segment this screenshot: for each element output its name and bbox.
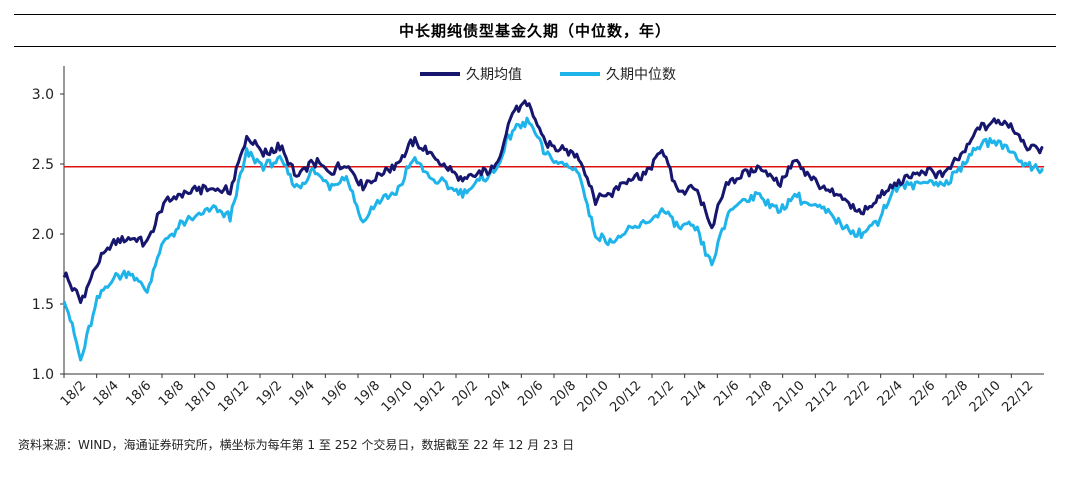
page-title: 中长期纯债型基金久期（中位数，年） <box>398 22 671 40</box>
x-tick-label: 19/6 <box>319 378 350 409</box>
x-tick-label: 21/12 <box>803 378 840 415</box>
y-tick-label: 2.5 <box>32 157 54 173</box>
legend-label: 久期均值 <box>466 67 522 83</box>
x-tick-label: 18/12 <box>215 378 252 415</box>
x-tick-label: 18/4 <box>91 378 122 409</box>
x-tick-label: 21/4 <box>679 378 710 409</box>
x-tick-label: 22/12 <box>999 378 1036 415</box>
x-tick-label: 19/2 <box>254 378 285 409</box>
y-tick-label: 2.0 <box>32 227 54 243</box>
y-tick-label: 3.0 <box>32 87 54 103</box>
x-tick-label: 22/2 <box>842 378 873 409</box>
x-tick-label: 21/6 <box>711 378 742 409</box>
chart-series <box>62 99 1044 362</box>
y-tick-label: 1.0 <box>32 367 54 383</box>
source-note: 资料来源：WIND，海通证券研究所，横坐标为每年第 1 至 252 个交易日，数… <box>18 438 575 452</box>
chart-legend: 久期均值 久期中位数 <box>420 67 676 83</box>
title-top-rule <box>14 14 1056 15</box>
x-tick-label: 19/4 <box>287 378 318 409</box>
x-tick-label: 18/10 <box>183 378 220 415</box>
x-tick-label: 21/2 <box>646 378 677 409</box>
x-tick-label: 19/10 <box>379 378 416 415</box>
x-tick-label: 18/2 <box>58 378 89 409</box>
chart-axes: 1.01.52.02.53.018/2 18/4 18/6 18/818/1018/1… <box>32 66 1044 415</box>
series-median-line <box>62 116 1044 362</box>
x-tick-label: 22/6 <box>907 378 938 409</box>
x-tick-label: 20/4 <box>483 378 514 409</box>
title-bottom-rule <box>14 46 1056 47</box>
x-tick-label: 20/6 <box>515 378 546 409</box>
line-chart: 1.01.52.02.53.018/2 18/4 18/6 18/818/1018/1… <box>32 66 1044 415</box>
x-tick-label: 18/6 <box>123 378 154 409</box>
x-tick-label: 19/12 <box>411 378 448 415</box>
y-tick-label: 1.5 <box>32 297 54 313</box>
series-mean-line <box>62 99 1044 305</box>
legend-label: 久期中位数 <box>606 67 676 83</box>
x-tick-label: 20/2 <box>450 378 481 409</box>
x-tick-label: 22/4 <box>875 378 906 409</box>
x-tick-label: 21/10 <box>771 378 808 415</box>
x-tick-label: 20/12 <box>607 378 644 415</box>
x-tick-label: 20/10 <box>575 378 612 415</box>
x-tick-label: 22/10 <box>967 378 1004 415</box>
